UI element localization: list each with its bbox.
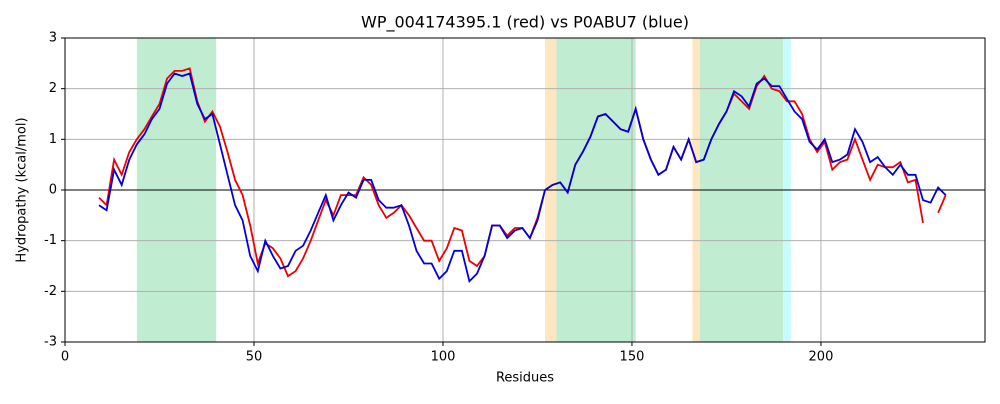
plot-frame (64, 37, 986, 343)
y-tick-label: -3 (44, 335, 57, 350)
chart-title: WP_004174395.1 (red) vs P0ABU7 (blue) (361, 13, 689, 33)
series-line (98, 72, 947, 283)
y-tick-label: 3 (49, 31, 57, 46)
x-tick-label: 50 (246, 350, 263, 365)
y-tick-label: 1 (49, 132, 57, 147)
y-tick-label: -2 (44, 284, 57, 299)
series-line (937, 194, 947, 214)
x-axis-label: Residues (496, 371, 554, 386)
y-tick-label: 2 (49, 81, 57, 96)
x-tick-label: 100 (431, 350, 456, 365)
x-tick-label: 150 (620, 350, 645, 365)
series-line (98, 67, 924, 278)
x-tick-label: 200 (809, 350, 834, 365)
y-axis-label: Hydropathy (kcal/mol) (15, 117, 30, 262)
x-tick-label: 0 (61, 350, 69, 365)
y-tick-label: -1 (44, 233, 57, 248)
y-tick-label: 0 (49, 183, 57, 198)
